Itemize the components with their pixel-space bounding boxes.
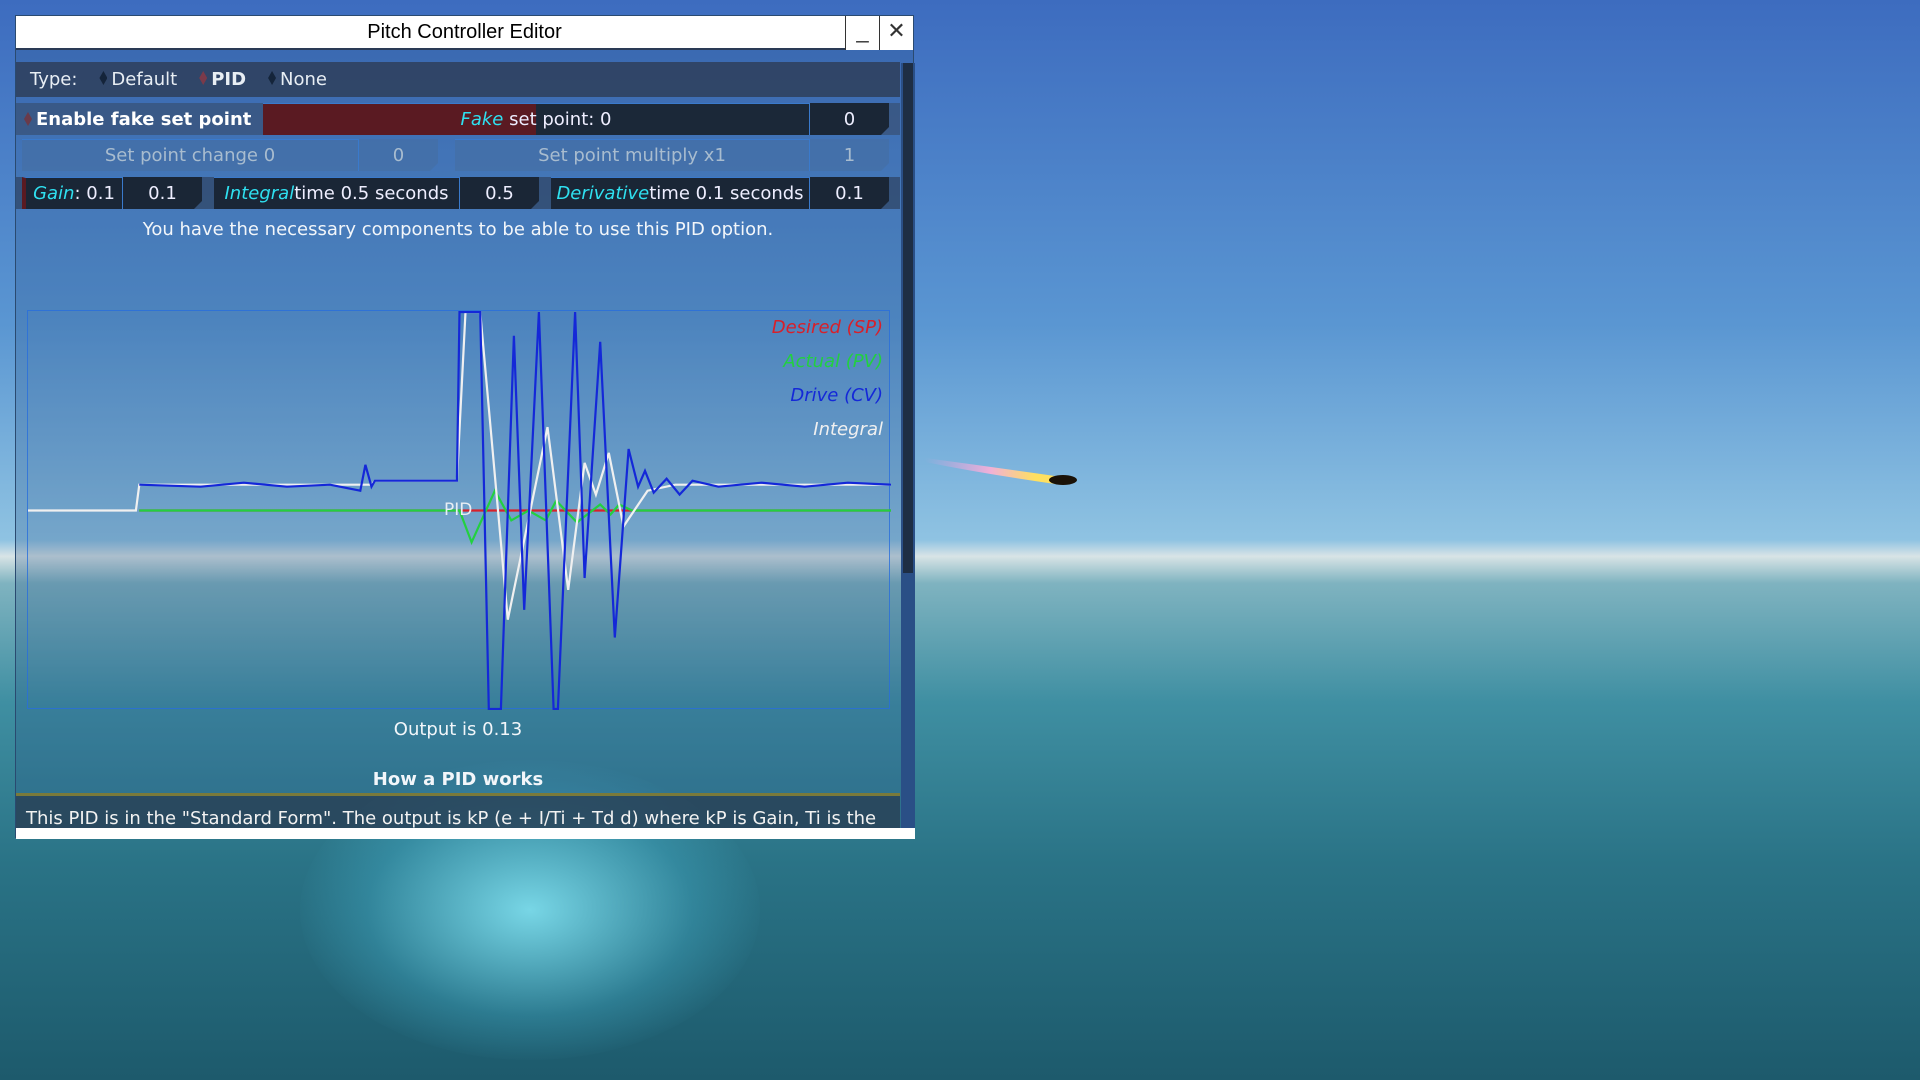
gain-label: : 0.1 bbox=[74, 183, 115, 204]
toggle-label: Enable fake set point bbox=[36, 108, 252, 130]
radio-icon bbox=[268, 71, 277, 85]
type-option-default[interactable]: Default bbox=[85, 69, 177, 90]
pitch-controller-editor-window: Pitch Controller Editor _ ✕ Type: Defaul… bbox=[15, 15, 915, 839]
type-option-pid[interactable]: PID bbox=[185, 69, 246, 90]
derivative-label: time 0.1 seconds bbox=[649, 183, 804, 204]
set-point-multiply-slider[interactable]: Set point multiply x1 bbox=[455, 139, 809, 171]
pid-graph: Desired (SP) Actual (PV) Drive (CV) Integra… bbox=[27, 310, 891, 710]
legend-entry: Desired (SP) bbox=[771, 317, 883, 338]
legend-entry: Actual (PV) bbox=[783, 351, 883, 372]
graph-canvas bbox=[28, 311, 891, 710]
type-label: Type: bbox=[30, 69, 78, 90]
integral-slider[interactable]: Integral time 0.5 seconds bbox=[214, 177, 459, 209]
graph-center-label: PID bbox=[444, 500, 473, 520]
set-point-change-slider[interactable]: Set point change 0 bbox=[22, 139, 358, 171]
slider-fill bbox=[263, 104, 536, 135]
set-point-change-value[interactable]: 0 bbox=[358, 139, 438, 171]
set-point-row: Set point change 0 0 Set point multiply … bbox=[16, 139, 900, 171]
slider-prefix: Fake bbox=[460, 109, 504, 130]
gain-value[interactable]: 0.1 bbox=[122, 177, 202, 209]
close-button[interactable]: ✕ bbox=[879, 16, 913, 50]
window-title: Pitch Controller Editor bbox=[367, 20, 562, 43]
gain-slider[interactable]: Gain: 0.1 bbox=[22, 177, 122, 209]
series-pv-line bbox=[139, 488, 891, 546]
legend-entry: Drive (CV) bbox=[790, 385, 883, 406]
type-option-none[interactable]: None bbox=[254, 69, 327, 90]
minimize-button[interactable]: _ bbox=[845, 16, 879, 50]
fake-set-point-slider[interactable]: Fake set point: 0 bbox=[263, 103, 809, 135]
output-readout: Output is 0.13 bbox=[393, 719, 523, 740]
scrollbar[interactable] bbox=[901, 63, 915, 828]
option-label: PID bbox=[211, 69, 247, 90]
option-label: None bbox=[280, 69, 328, 90]
slider-label: set point: 0 bbox=[509, 109, 612, 130]
title-bar[interactable]: Pitch Controller Editor _ ✕ bbox=[16, 16, 913, 50]
derivative-slider[interactable]: Derivative time 0.1 seconds bbox=[551, 177, 809, 209]
scrollbar-thumb[interactable] bbox=[903, 63, 913, 573]
toggle-icon bbox=[24, 112, 32, 126]
pid-params-row: Gain: 0.1 0.1 Integral time 0.5 seconds … bbox=[16, 177, 900, 209]
gain-prefix: Gain bbox=[33, 183, 75, 204]
series-cv-line bbox=[139, 311, 891, 710]
status-message: You have the necessary components to be … bbox=[142, 219, 774, 240]
how-pid-works-heading: How a PID works bbox=[372, 769, 544, 790]
derivative-prefix: Derivative bbox=[556, 183, 650, 204]
radio-selected-icon bbox=[199, 71, 208, 85]
fake-set-point-value[interactable]: 0 bbox=[809, 103, 889, 135]
enable-fake-set-point-toggle[interactable]: Enable fake set point bbox=[24, 109, 251, 130]
missile-icon bbox=[925, 458, 1077, 485]
fake-set-point-row: Enable fake set point Fake set point: 0 … bbox=[16, 103, 900, 135]
resize-bar[interactable] bbox=[16, 828, 915, 839]
derivative-value[interactable]: 0.1 bbox=[809, 177, 889, 209]
set-point-multiply-value[interactable]: 1 bbox=[809, 139, 889, 171]
how-pid-works-text: This PID is in the "Standard Form". The … bbox=[16, 793, 900, 828]
legend-entry: Integral bbox=[813, 419, 883, 440]
type-row: Type: Default PID None bbox=[16, 62, 900, 97]
radio-icon bbox=[99, 71, 108, 85]
option-label: Default bbox=[111, 69, 178, 90]
integral-value[interactable]: 0.5 bbox=[459, 177, 539, 209]
integral-prefix: Integral bbox=[224, 183, 295, 204]
integral-label: time 0.5 seconds bbox=[294, 183, 449, 204]
